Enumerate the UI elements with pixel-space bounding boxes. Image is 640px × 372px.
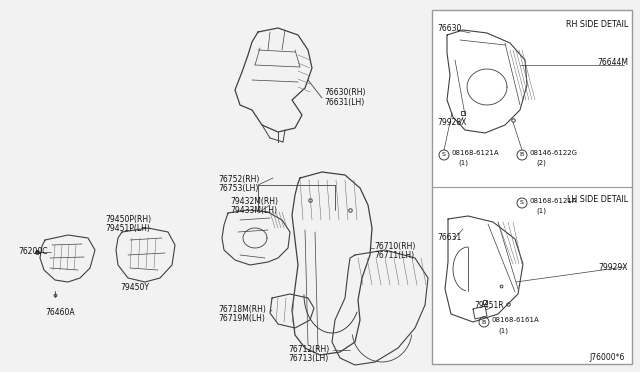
Text: 76712(RH): 76712(RH): [288, 345, 329, 354]
Text: 76710(RH): 76710(RH): [374, 242, 415, 251]
Text: 79450Y: 79450Y: [120, 283, 149, 292]
Text: B: B: [482, 320, 486, 324]
Text: 76752(RH): 76752(RH): [218, 175, 259, 184]
Text: 79451P(LH): 79451P(LH): [105, 224, 150, 233]
Text: (1): (1): [458, 160, 468, 167]
Text: S: S: [442, 153, 446, 157]
Text: 76711(LH): 76711(LH): [374, 251, 414, 260]
Text: 76630: 76630: [437, 24, 461, 33]
Text: 79433M(LH): 79433M(LH): [230, 206, 277, 215]
Text: 76630(RH): 76630(RH): [324, 87, 365, 96]
Text: 79929X: 79929X: [598, 263, 628, 272]
Text: 08146-6122G: 08146-6122G: [530, 150, 578, 156]
Text: 79432M(RH): 79432M(RH): [230, 197, 278, 206]
Text: (1): (1): [498, 327, 508, 334]
Text: RH SIDE DETAIL: RH SIDE DETAIL: [566, 20, 628, 29]
Text: 76713(LH): 76713(LH): [288, 354, 328, 363]
Text: 79450P(RH): 79450P(RH): [105, 215, 151, 224]
Text: 79928X: 79928X: [437, 118, 467, 127]
Text: 76718M(RH): 76718M(RH): [218, 305, 266, 314]
Text: 08168-6161A: 08168-6161A: [492, 317, 540, 323]
Text: 08168-6121A: 08168-6121A: [530, 198, 578, 204]
Text: LH SIDE DETAIL: LH SIDE DETAIL: [567, 195, 628, 204]
Text: 79451R: 79451R: [474, 301, 504, 310]
Text: 76460A: 76460A: [45, 308, 75, 317]
Text: 76200C: 76200C: [18, 247, 47, 256]
Text: S: S: [520, 201, 524, 205]
Text: 76719M(LH): 76719M(LH): [218, 314, 265, 323]
Text: 76631: 76631: [437, 233, 461, 242]
Text: J76000*6: J76000*6: [589, 353, 625, 362]
Text: (1): (1): [536, 208, 546, 215]
Text: 76644M: 76644M: [597, 58, 628, 67]
Text: 76631(LH): 76631(LH): [324, 99, 364, 108]
Text: 76753(LH): 76753(LH): [218, 184, 259, 193]
Text: (2): (2): [536, 160, 546, 167]
Text: B: B: [520, 153, 524, 157]
Text: 08168-6121A: 08168-6121A: [452, 150, 500, 156]
Bar: [432, 10, 632, 364]
